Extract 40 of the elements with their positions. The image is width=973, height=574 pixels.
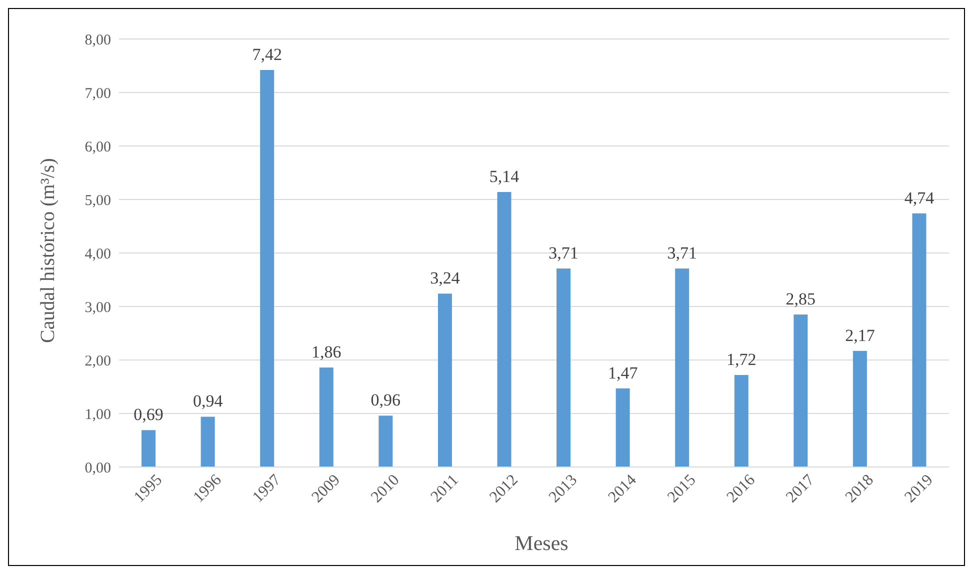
data-label: 3,71 [667, 244, 697, 263]
data-label: 1,72 [726, 350, 756, 369]
bar [142, 430, 156, 467]
bar [852, 350, 867, 467]
bar [260, 70, 274, 467]
bar [912, 213, 926, 467]
data-label: 1,86 [312, 342, 342, 362]
bar [556, 268, 571, 467]
y-tick-label: 1,00 [84, 406, 111, 423]
bar [438, 294, 452, 467]
y-tick-label: 0,00 [84, 460, 111, 476]
y-tick-label: 4,00 [84, 246, 111, 262]
data-label: 0,94 [192, 392, 224, 411]
data-label: 1,47 [608, 363, 638, 382]
data-label: 7,42 [252, 45, 282, 64]
data-label: 5,14 [489, 167, 520, 186]
y-tick-label: 3,00 [84, 300, 111, 316]
y-axis-title: Caudal histórico (m³/s) [37, 158, 60, 343]
data-label: 3,24 [430, 268, 460, 288]
data-label: 0,69 [134, 405, 164, 424]
bar [794, 314, 808, 467]
data-label: 0,96 [370, 390, 401, 410]
y-tick-label: 5,00 [84, 192, 111, 209]
bar [200, 416, 215, 467]
data-label: 2,85 [786, 290, 816, 309]
bar [319, 367, 334, 467]
x-tick-label: 2011 [428, 471, 462, 506]
x-axis-title: Meses [514, 531, 570, 556]
bar [497, 192, 512, 467]
data-label: 4,74 [904, 188, 935, 208]
bar [616, 388, 630, 467]
y-tick-label: 2,00 [84, 353, 111, 370]
bar [378, 416, 393, 467]
y-tick-label: 8,00 [84, 32, 111, 48]
data-label: 2,17 [845, 326, 876, 345]
y-tick-label: 6,00 [84, 139, 111, 156]
y-tick-label: 7,00 [84, 86, 111, 102]
bar [675, 268, 690, 467]
bar [734, 374, 748, 467]
data-label: 3,71 [548, 244, 578, 263]
